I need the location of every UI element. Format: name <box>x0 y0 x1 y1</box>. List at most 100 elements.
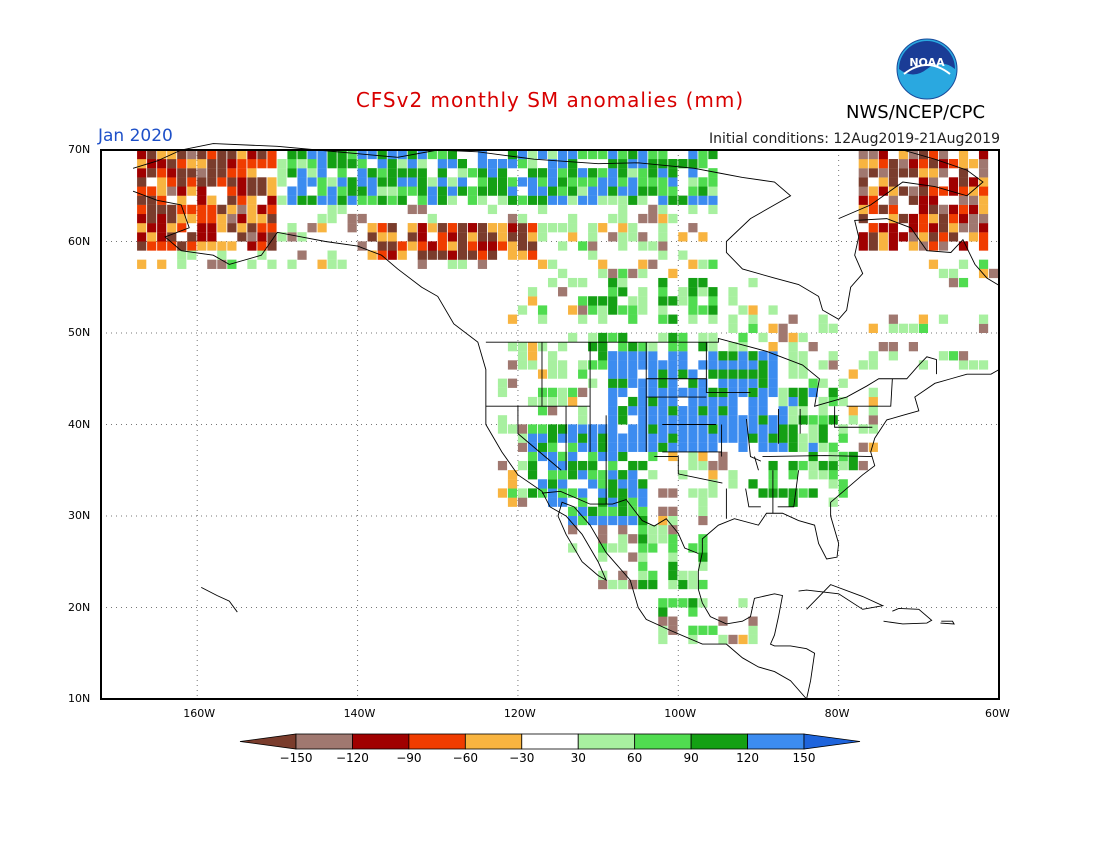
anomaly-cell <box>768 415 778 425</box>
anomaly-cell <box>708 470 718 480</box>
anomaly-cell <box>588 232 598 242</box>
anomaly-cell <box>558 268 568 279</box>
anomaly-cell <box>457 223 467 233</box>
anomaly-cell <box>708 296 718 306</box>
anomaly-cell <box>688 543 698 553</box>
anomaly-cell <box>838 451 848 462</box>
anomaly-cell <box>317 186 327 196</box>
anomaly-cell <box>568 433 578 443</box>
anomaly-cell <box>838 479 848 489</box>
anomaly-cell <box>908 223 918 233</box>
anomaly-cell <box>367 223 377 233</box>
anomaly-cell <box>527 424 538 434</box>
anomaly-cell <box>648 543 658 553</box>
anomaly-cell <box>978 159 989 169</box>
anomaly-cell <box>788 387 798 398</box>
anomaly-cell <box>588 168 598 178</box>
anomaly-cell <box>457 168 467 178</box>
anomaly-cell <box>568 451 578 462</box>
anomaly-cell <box>838 488 848 498</box>
anomaly-cell <box>427 250 437 260</box>
anomaly-cell <box>588 479 598 489</box>
anomaly-cell <box>327 149 337 160</box>
anomaly-cell <box>748 616 758 626</box>
anomaly-cell <box>708 433 718 443</box>
anomaly-cell <box>397 250 407 260</box>
anomaly-cell <box>417 223 427 233</box>
anomaly-cell <box>547 259 558 269</box>
anomaly-cell <box>417 159 427 169</box>
anomaly-cell <box>247 259 257 269</box>
anomaly-cell <box>187 159 197 169</box>
anomaly-cell <box>537 259 548 269</box>
anomaly-cell <box>918 360 929 370</box>
anomaly-cell <box>317 168 327 178</box>
anomaly-cell <box>177 149 187 160</box>
anomaly-cell <box>167 159 177 169</box>
colorbar-label: −60 <box>452 751 478 765</box>
anomaly-cell <box>427 241 437 251</box>
anomaly-cell <box>618 451 628 462</box>
island-coast <box>798 584 885 610</box>
anomaly-cell <box>738 342 748 352</box>
anomaly-cell <box>167 241 177 251</box>
anomaly-cell <box>177 241 187 251</box>
anomaly-cell <box>257 213 267 224</box>
anomaly-cell <box>417 232 427 242</box>
anomaly-cell <box>948 277 959 288</box>
anomaly-cell <box>738 598 748 608</box>
anomaly-cell <box>247 223 257 233</box>
anomaly-cell <box>517 195 528 205</box>
anomaly-cell <box>558 396 568 407</box>
anomaly-cell <box>668 406 678 416</box>
anomaly-cell <box>638 241 648 251</box>
anomaly-cell <box>668 506 678 516</box>
anomaly-cell <box>507 241 518 251</box>
anomaly-cell <box>447 159 457 169</box>
anomaly-cell <box>598 442 608 452</box>
anomaly-cell <box>347 213 357 224</box>
anomaly-cell <box>668 378 678 388</box>
anomaly-cell <box>688 598 698 608</box>
state-line <box>754 456 759 471</box>
anomaly-cell <box>147 159 157 169</box>
anomaly-cell <box>688 186 698 196</box>
anomaly-cell <box>197 186 207 196</box>
anomaly-cell <box>698 378 708 388</box>
anomaly-cell <box>668 351 678 361</box>
anomaly-cell <box>978 360 989 370</box>
anomaly-cell <box>598 305 608 315</box>
anomaly-cell <box>598 332 608 343</box>
anomaly-cell <box>688 415 698 425</box>
anomaly-cell <box>758 332 768 343</box>
anomaly-cell <box>187 250 197 260</box>
anomaly-cell <box>237 168 247 178</box>
anomaly-cell <box>537 314 548 324</box>
latitude-label: 50N <box>68 326 91 339</box>
anomaly-cell <box>938 168 949 178</box>
anomaly-cell <box>758 378 768 388</box>
anomaly-cell <box>547 497 558 507</box>
anomaly-cell <box>648 534 658 544</box>
colorbar-label: 30 <box>570 751 586 765</box>
anomaly-cell <box>708 406 718 416</box>
anomaly-cell <box>708 488 718 498</box>
anomaly-cell <box>628 442 638 452</box>
anomaly-cell <box>447 223 457 233</box>
anomaly-cell <box>928 232 939 242</box>
anomaly-cell <box>287 195 297 205</box>
anomaly-cell <box>628 305 638 315</box>
anomaly-cell <box>277 232 287 242</box>
anomaly-cell <box>317 177 327 187</box>
anomaly-cell <box>658 168 668 178</box>
anomaly-cell <box>137 168 147 178</box>
anomaly-cell <box>778 424 788 434</box>
anomaly-cell <box>648 369 658 379</box>
anomaly-cell <box>347 195 357 205</box>
anomaly-cell <box>688 159 698 169</box>
anomaly-cell <box>918 232 929 242</box>
anomaly-cell <box>658 159 668 169</box>
anomaly-cell <box>167 204 177 215</box>
anomaly-cell <box>768 433 778 443</box>
anomaly-cell <box>928 204 939 215</box>
